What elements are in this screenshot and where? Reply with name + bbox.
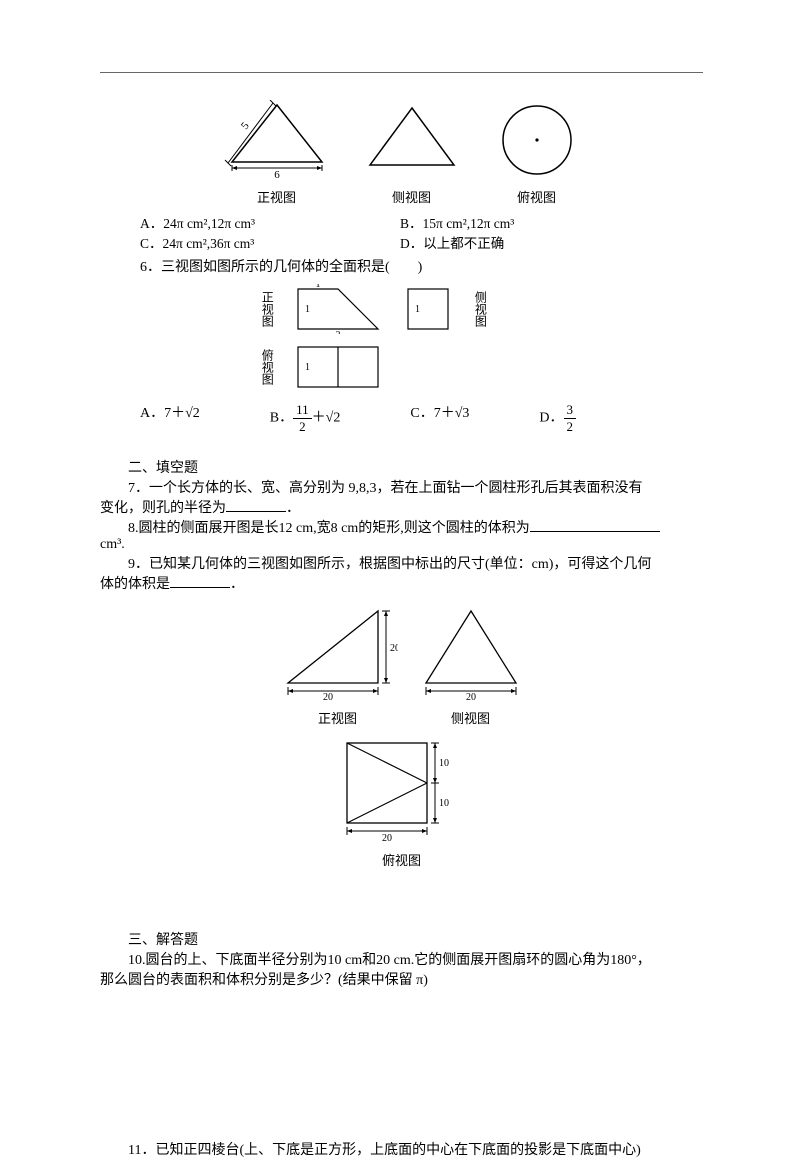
q5-top-label: 俯视图 [492,187,582,206]
q5-front-label: 正视图 [222,187,332,206]
q6-side-svg: 1 [403,284,453,334]
q7-line1: 7．一个长方体的长、宽、高分别为 9,8,3，若在上面钻一个圆柱形孔后其表面积没… [100,477,703,497]
q9-figures: 20 20 正视图 20 [100,601,703,869]
q11-text: 11．已知正四棱台(上、下底是正方形，上底面的中心在下底面的投影是下底面中心) [100,1139,703,1159]
q8-line2: cm³. [100,537,703,553]
q5-side-view: 侧视图 [362,100,462,206]
q9-top: 10 10 20 俯视图 [337,733,467,869]
q9-blank [170,573,230,588]
q9-top-label: 俯视图 [337,850,467,869]
q9-front: 20 20 正视图 [278,601,398,727]
header-rule [100,72,703,73]
q9-front-label: 正视图 [278,708,398,727]
q7-blank [226,497,286,512]
svg-text:1: 1 [415,304,420,315]
q6-stem: 6．三视图如图所示的几何体的全面积是( ) [140,256,703,276]
dim-base: 6 [274,169,280,180]
q5-three-views: 6 5 正视图 侧视图 俯视图 [100,100,703,206]
q7-line2: 变化，则孔的半径为． [100,497,703,517]
q9-side: 20 侧视图 [416,601,526,727]
q9-line2: 体的体积是． [100,573,703,593]
dim-slant: 5 [238,120,251,132]
section-2-title: 二、填空题 [100,457,703,477]
section-3-title: 三、解答题 [100,929,703,949]
svg-text:1: 1 [316,284,321,290]
svg-text:2: 2 [336,330,341,334]
svg-text:20: 20 [323,692,333,701]
svg-text:20: 20 [382,833,392,843]
q6-opt-b: B．112＋√2 [270,402,341,435]
q5-opt-c: C．24π cm²,36π cm³ [140,232,400,252]
cone-front-svg: 6 5 [222,100,332,180]
q6-opt-c: C．7＋√3 [410,402,469,435]
q5-opt-b: B．15π cm²,12π cm³ [400,212,514,232]
q6-front-svg: 1 1 2 [293,284,383,334]
svg-text:10: 10 [439,798,449,809]
q10-line1: 10.圆台的上、下底面半径分别为10 cm和20 cm.它的侧面展开图扇环的圆心… [100,949,703,969]
q5-opt-a: A．24π cm²,12π cm³ [140,212,400,232]
q5-opt-d: D．以上都不正确 [400,232,504,252]
q5-side-label: 侧视图 [362,187,462,206]
q10-line2: 那么圆台的表面积和体积分别是多少？(结果中保留 π) [100,969,703,989]
q6-opt-a: A．7＋√2 [140,402,200,435]
q5-top-view: 俯视图 [492,100,582,206]
svg-text:1: 1 [305,304,310,315]
q6-figures: 正视图 1 1 2 1 侧视图 俯视图 1 [260,284,703,392]
svg-text:1: 1 [305,362,310,373]
svg-text:20: 20 [466,692,476,701]
q6-front-vlabel: 正视图 [260,291,273,327]
q9-line1: 9．已知某几何体的三视图如图所示，根据图中标出的尺寸(单位：cm)，可得这个几何 [100,553,703,573]
cone-side-svg [362,100,462,180]
q8: 8.圆柱的侧面展开图是长12 cm,宽8 cm的矩形,则这个圆柱的体积为 [100,517,703,537]
q6-top-svg: 1 [293,342,383,392]
q5-front-view: 6 5 正视图 [222,100,332,206]
q6-top-vlabel: 俯视图 [260,349,273,385]
q6-options: A．7＋√2 B．112＋√2 C．7＋√3 D．32 [140,402,703,435]
q6-side-vlabel: 侧视图 [473,291,486,327]
q9-side-label: 侧视图 [416,708,526,727]
cone-top-svg [492,100,582,180]
q8-blank [530,517,660,532]
q6-opt-d: D．32 [539,402,576,435]
svg-text:10: 10 [439,758,449,769]
q5-options: A．24π cm²,12π cm³ B．15π cm²,12π cm³ C．24… [140,212,703,252]
svg-text:20: 20 [390,643,398,654]
